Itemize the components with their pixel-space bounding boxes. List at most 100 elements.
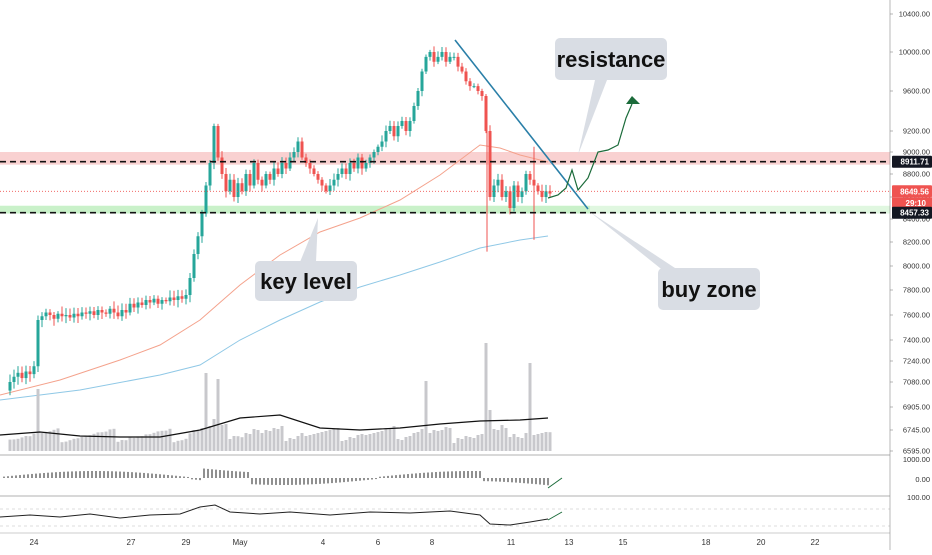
candle-down[interactable]: [516, 185, 520, 198]
candle-up[interactable]: [200, 213, 204, 237]
candle-up[interactable]: [208, 163, 212, 186]
candle-up[interactable]: [448, 56, 452, 62]
candle-up[interactable]: [12, 376, 16, 382]
candle-up[interactable]: [152, 298, 156, 303]
candle-up[interactable]: [40, 316, 44, 320]
candle-up[interactable]: [64, 315, 68, 317]
candle-down[interactable]: [320, 179, 324, 186]
candle-up[interactable]: [408, 121, 412, 131]
candle-up[interactable]: [332, 179, 336, 186]
candle-down[interactable]: [216, 126, 220, 158]
candle-up[interactable]: [72, 313, 76, 318]
candle-down[interactable]: [20, 372, 24, 379]
candle-up[interactable]: [56, 313, 60, 319]
candle-down[interactable]: [164, 300, 168, 302]
candle-down[interactable]: [268, 174, 272, 180]
candle-up[interactable]: [436, 56, 440, 62]
candle-down[interactable]: [488, 131, 492, 197]
candle-up[interactable]: [512, 185, 516, 209]
candle-up[interactable]: [292, 152, 296, 158]
candle-up[interactable]: [328, 185, 332, 192]
candle-up[interactable]: [108, 308, 112, 314]
candle-up[interactable]: [472, 86, 476, 88]
candle-up[interactable]: [428, 52, 432, 57]
candle-up[interactable]: [388, 126, 392, 131]
candle-up[interactable]: [204, 185, 208, 214]
candle-down[interactable]: [404, 121, 408, 131]
candle-down[interactable]: [392, 126, 396, 137]
candle-up[interactable]: [396, 126, 400, 137]
candle-up[interactable]: [184, 295, 188, 299]
candle-up[interactable]: [492, 185, 496, 198]
candle-up[interactable]: [368, 157, 372, 164]
candle-down[interactable]: [112, 308, 116, 313]
candle-up[interactable]: [16, 372, 20, 377]
candle-down[interactable]: [304, 157, 308, 164]
candle-up[interactable]: [160, 300, 164, 304]
candle-down[interactable]: [312, 168, 316, 175]
candle-down[interactable]: [48, 312, 52, 316]
candle-up[interactable]: [416, 91, 420, 106]
candle-down[interactable]: [432, 52, 436, 62]
candle-up[interactable]: [440, 52, 444, 57]
candle-up[interactable]: [364, 163, 368, 169]
candle-up[interactable]: [88, 311, 92, 314]
resistance-label-box[interactable]: [555, 38, 667, 80]
candle-up[interactable]: [44, 312, 48, 317]
resistance-trendline[interactable]: [454, 39, 589, 210]
candle-up[interactable]: [96, 310, 100, 315]
candle-down[interactable]: [100, 310, 104, 313]
candle-up[interactable]: [188, 278, 192, 295]
candle-down[interactable]: [148, 300, 152, 303]
candle-down[interactable]: [548, 191, 552, 194]
candle-down[interactable]: [256, 163, 260, 180]
candle-up[interactable]: [244, 174, 248, 192]
buy-zone-label-box[interactable]: [658, 268, 760, 310]
candle-down[interactable]: [300, 141, 304, 158]
candle-up[interactable]: [212, 126, 216, 163]
candle-down[interactable]: [60, 313, 64, 317]
candle-up[interactable]: [288, 157, 292, 169]
candle-down[interactable]: [476, 86, 480, 91]
candle-up[interactable]: [380, 141, 384, 147]
candle-up[interactable]: [504, 191, 508, 197]
candle-down[interactable]: [124, 310, 128, 313]
candle-down[interactable]: [132, 303, 136, 308]
candle-down[interactable]: [344, 168, 348, 175]
candle-down[interactable]: [284, 163, 288, 169]
candle-up[interactable]: [196, 236, 200, 254]
candle-down[interactable]: [260, 179, 264, 186]
candle-up[interactable]: [120, 310, 124, 317]
candle-down[interactable]: [480, 91, 484, 96]
candle-down[interactable]: [468, 81, 472, 87]
candle-up[interactable]: [412, 106, 416, 121]
candle-up[interactable]: [272, 168, 276, 180]
candle-up[interactable]: [280, 163, 284, 174]
candle-down[interactable]: [508, 191, 512, 208]
candle-down[interactable]: [352, 163, 356, 169]
time-axis[interactable]: 24 27 29 May 4 6 8 11 13 15 18 20 22: [30, 538, 820, 547]
candle-down[interactable]: [484, 96, 488, 131]
annotations[interactable]: key level resistance buy zone: [255, 38, 760, 310]
candle-up[interactable]: [32, 366, 36, 375]
candle-down[interactable]: [220, 157, 224, 175]
candle-up[interactable]: [252, 163, 256, 186]
candle-down[interactable]: [140, 302, 144, 306]
candle-up[interactable]: [296, 141, 300, 153]
candle-up[interactable]: [520, 191, 524, 197]
candle-up[interactable]: [420, 71, 424, 92]
candle-down[interactable]: [456, 56, 460, 67]
candle-up[interactable]: [348, 163, 352, 174]
candle-down[interactable]: [172, 297, 176, 301]
candle-up[interactable]: [524, 174, 528, 192]
candle-down[interactable]: [444, 52, 448, 62]
candle-up[interactable]: [168, 297, 172, 302]
candle-up[interactable]: [544, 191, 548, 197]
candle-up[interactable]: [452, 56, 456, 58]
candle-up[interactable]: [424, 56, 428, 72]
candle-up[interactable]: [264, 174, 268, 186]
candle-down[interactable]: [240, 183, 244, 192]
candle-down[interactable]: [180, 296, 184, 299]
candle-up[interactable]: [376, 146, 380, 152]
